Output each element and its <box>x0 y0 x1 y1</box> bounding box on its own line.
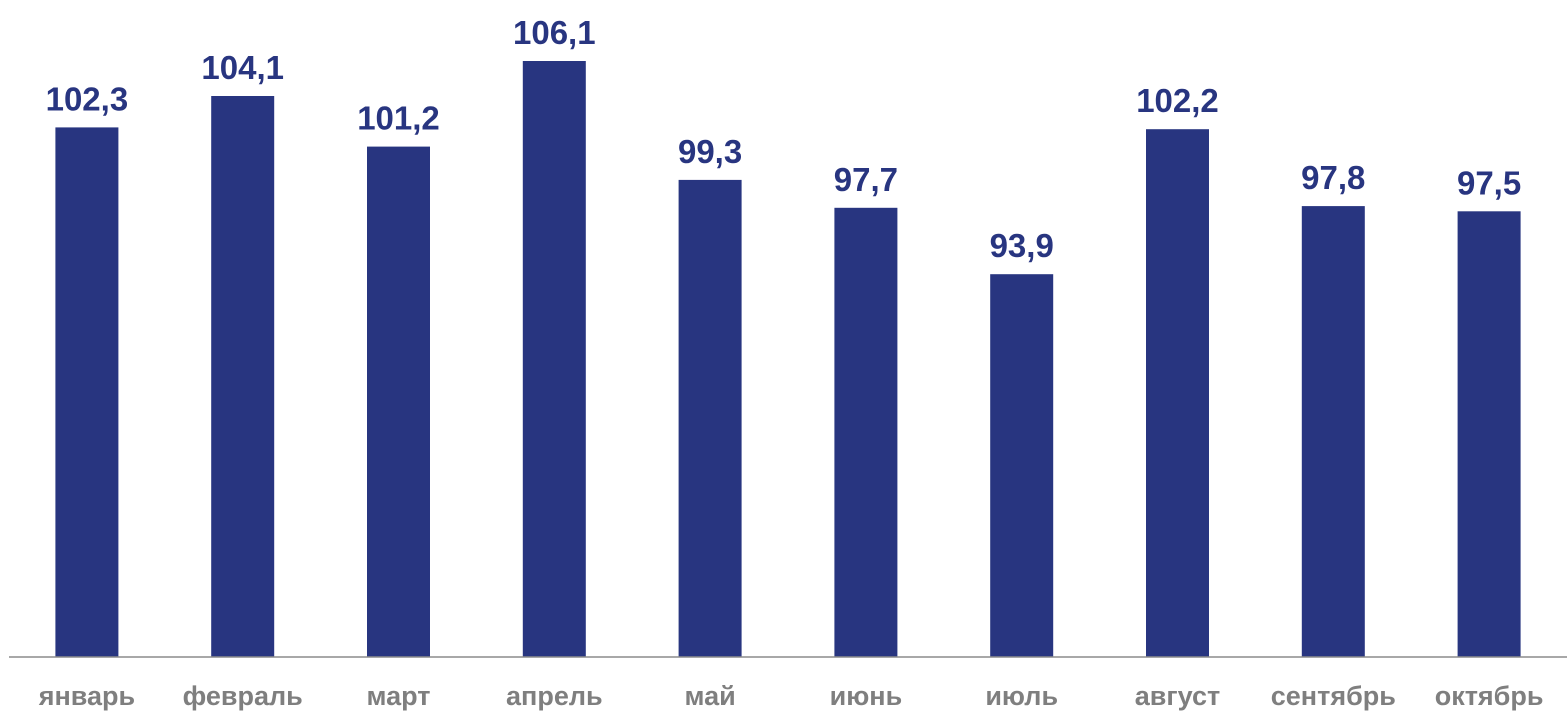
bar-value-label: 97,7 <box>834 161 898 198</box>
bar <box>211 96 275 657</box>
x-tick-label: апрель <box>506 681 603 711</box>
bar <box>522 61 586 657</box>
value-labels-group: 102,3 104,1 101,2 106,1 99,3 97,7 93,9 102,2 97,… <box>46 14 1522 264</box>
x-tick-label: октябрь <box>1435 681 1544 711</box>
bar-value-label: 97,5 <box>1457 164 1521 201</box>
bar-value-label: 101,2 <box>357 100 440 137</box>
bar <box>678 179 742 657</box>
x-tick-label: март <box>367 681 431 711</box>
bar-value-label: 106,1 <box>513 14 596 51</box>
bar <box>367 146 430 657</box>
x-tick-label: август <box>1135 681 1220 711</box>
bar <box>990 274 1054 657</box>
bar-value-label: 102,3 <box>46 80 129 117</box>
x-tick-labels-group: январь февраль март апрель май июнь июль август… <box>38 681 1544 711</box>
x-tick-label: июнь <box>830 681 903 711</box>
bar-value-label: 99,3 <box>678 133 742 170</box>
x-tick-label: сентябрь <box>1271 681 1396 711</box>
x-tick-label: январь <box>38 681 135 711</box>
x-tick-label: июль <box>985 681 1058 711</box>
x-tick-label: май <box>684 681 735 711</box>
bar-value-label: 104,1 <box>201 49 284 86</box>
bar-value-label: 93,9 <box>990 227 1054 264</box>
bars-group <box>55 61 1521 658</box>
bar-value-label: 97,8 <box>1301 159 1365 196</box>
bar <box>1457 211 1521 658</box>
bar <box>1301 206 1365 657</box>
bar <box>55 127 119 657</box>
bar <box>1146 129 1209 657</box>
bar <box>834 207 898 658</box>
x-tick-label: февраль <box>183 681 303 711</box>
bar-value-label: 102,2 <box>1136 82 1219 119</box>
